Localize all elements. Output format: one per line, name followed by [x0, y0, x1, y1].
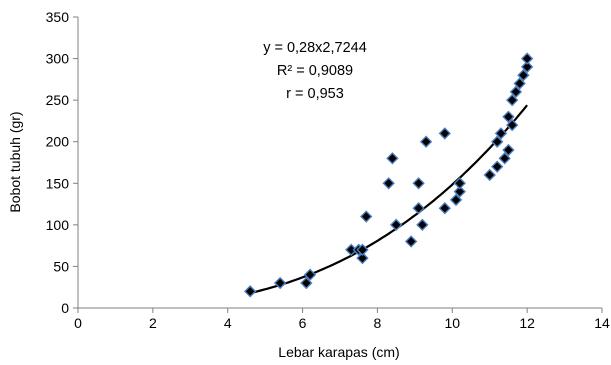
data-point: [491, 135, 504, 148]
data-point: [356, 251, 369, 265]
data-point: [494, 127, 508, 140]
data-point: [416, 218, 429, 232]
data-point: [438, 202, 451, 215]
y-tick-label: 300: [46, 51, 70, 67]
y-tick-label: 50: [53, 258, 69, 274]
x-tick-label: 6: [299, 315, 307, 331]
data-point: [386, 152, 399, 165]
x-tick-label: 0: [74, 315, 82, 331]
y-tick-label: 200: [46, 134, 70, 150]
data-point: [449, 193, 463, 207]
data-point: [509, 85, 523, 99]
y-tick-label: 350: [46, 9, 70, 25]
data-point: [505, 93, 519, 107]
chart-ticks: 0 2 4 6 8 10 12 14 0 50 100 150 200 250 300 350: [46, 9, 610, 331]
data-point: [502, 110, 515, 123]
y-tick-label: 150: [46, 175, 70, 191]
chart-axes: [77, 17, 602, 309]
data-point: [412, 202, 425, 215]
data-point: [453, 185, 466, 198]
data-point: [356, 243, 369, 256]
y-axis-title: Bobot tubuh (gr): [7, 111, 23, 212]
data-point: [360, 210, 373, 223]
data-point: [273, 276, 287, 290]
x-tick-label: 4: [224, 315, 232, 331]
data-point: [453, 177, 466, 190]
data-point: [505, 118, 519, 132]
data-point: [502, 143, 515, 157]
x-axis-title: Lebar karapas (cm): [278, 344, 399, 360]
r-label: r = 0,953: [286, 86, 344, 102]
x-tick-label: 10: [444, 315, 460, 331]
data-point: [419, 135, 433, 148]
y-tick-label: 250: [46, 92, 70, 108]
x-tick-label: 14: [594, 315, 610, 331]
x-tick-label: 2: [149, 315, 157, 331]
data-point: [243, 285, 257, 298]
data-point: [483, 168, 496, 182]
data-point: [300, 276, 313, 290]
equation-label: y = 0,28x2,7244: [263, 40, 367, 56]
data-point: [491, 160, 504, 173]
y-tick-label: 0: [61, 300, 69, 316]
data-point: [404, 235, 418, 248]
data-point: [520, 52, 534, 65]
r-squared-label: R² = 0,9089: [277, 63, 353, 79]
x-tick-label: 8: [374, 315, 382, 331]
data-point: [389, 218, 403, 232]
trendline-group: [249, 104, 528, 295]
y-tick-label: 100: [46, 217, 70, 233]
data-point: [303, 268, 317, 281]
data-points: [243, 52, 534, 298]
data-point: [517, 69, 530, 82]
data-point: [498, 152, 511, 165]
data-point: [438, 127, 451, 140]
data-point: [412, 177, 425, 190]
data-point: [520, 60, 534, 74]
data-point: [382, 177, 395, 190]
power-trendline: [249, 104, 528, 295]
x-tick-label: 12: [519, 315, 535, 331]
data-point: [513, 77, 526, 90]
